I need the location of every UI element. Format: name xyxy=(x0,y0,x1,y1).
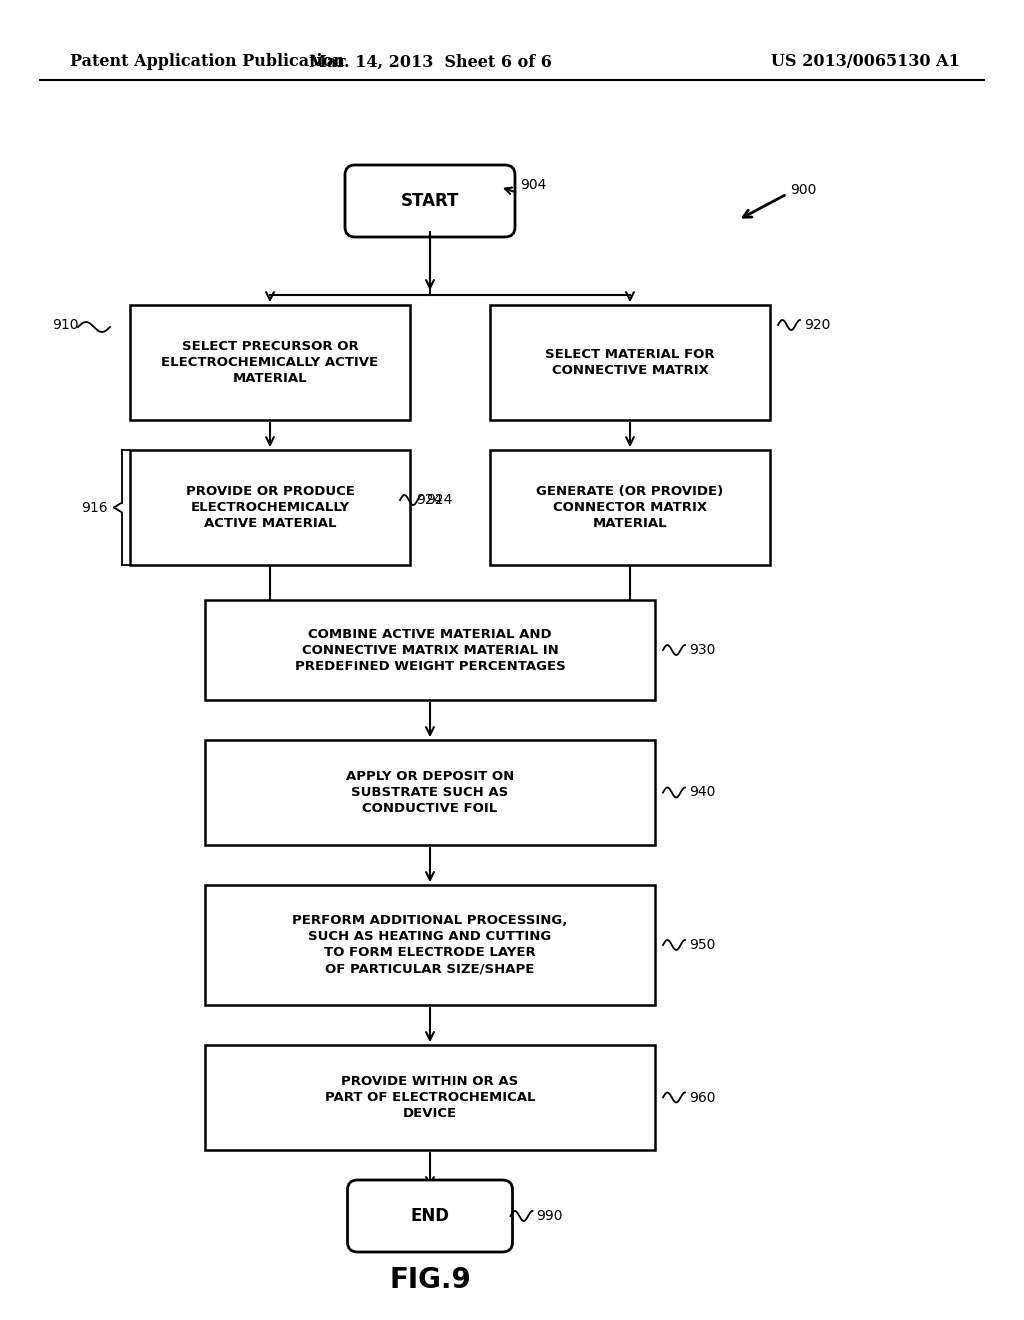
Text: 960: 960 xyxy=(689,1090,716,1105)
Text: PROVIDE WITHIN OR AS
PART OF ELECTROCHEMICAL
DEVICE: PROVIDE WITHIN OR AS PART OF ELECTROCHEM… xyxy=(325,1074,536,1119)
Text: 924: 924 xyxy=(416,492,442,507)
Text: APPLY OR DEPOSIT ON
SUBSTRATE SUCH AS
CONDUCTIVE FOIL: APPLY OR DEPOSIT ON SUBSTRATE SUCH AS CO… xyxy=(346,770,514,814)
Text: PROVIDE OR PRODUCE
ELECTROCHEMICALLY
ACTIVE MATERIAL: PROVIDE OR PRODUCE ELECTROCHEMICALLY ACT… xyxy=(185,484,354,531)
Text: 930: 930 xyxy=(689,643,716,657)
Text: 990: 990 xyxy=(537,1209,563,1224)
FancyBboxPatch shape xyxy=(205,884,655,1005)
Text: 950: 950 xyxy=(689,939,716,952)
FancyBboxPatch shape xyxy=(490,450,770,565)
FancyBboxPatch shape xyxy=(490,305,770,420)
Text: 900: 900 xyxy=(790,183,816,197)
Text: Mar. 14, 2013  Sheet 6 of 6: Mar. 14, 2013 Sheet 6 of 6 xyxy=(308,54,552,70)
FancyBboxPatch shape xyxy=(205,741,655,845)
FancyBboxPatch shape xyxy=(205,601,655,700)
Text: COMBINE ACTIVE MATERIAL AND
CONNECTIVE MATRIX MATERIAL IN
PREDEFINED WEIGHT PERC: COMBINE ACTIVE MATERIAL AND CONNECTIVE M… xyxy=(295,627,565,672)
Text: SELECT MATERIAL FOR
CONNECTIVE MATRIX: SELECT MATERIAL FOR CONNECTIVE MATRIX xyxy=(545,348,715,378)
Text: 904: 904 xyxy=(520,178,547,191)
FancyBboxPatch shape xyxy=(130,450,410,565)
Text: START: START xyxy=(400,191,459,210)
FancyBboxPatch shape xyxy=(205,1045,655,1150)
Text: PERFORM ADDITIONAL PROCESSING,
SUCH AS HEATING AND CUTTING
TO FORM ELECTRODE LAY: PERFORM ADDITIONAL PROCESSING, SUCH AS H… xyxy=(292,915,567,975)
Text: FIG.9: FIG.9 xyxy=(389,1266,471,1294)
Text: 940: 940 xyxy=(689,785,716,800)
FancyBboxPatch shape xyxy=(130,305,410,420)
Text: 920: 920 xyxy=(804,318,830,333)
Text: GENERATE (OR PROVIDE)
CONNECTOR MATRIX
MATERIAL: GENERATE (OR PROVIDE) CONNECTOR MATRIX M… xyxy=(537,484,724,531)
FancyBboxPatch shape xyxy=(345,165,515,238)
FancyBboxPatch shape xyxy=(347,1180,512,1251)
Text: US 2013/0065130 A1: US 2013/0065130 A1 xyxy=(771,54,961,70)
Text: SELECT PRECURSOR OR
ELECTROCHEMICALLY ACTIVE
MATERIAL: SELECT PRECURSOR OR ELECTROCHEMICALLY AC… xyxy=(162,341,379,385)
Text: 924: 924 xyxy=(426,492,453,507)
Text: END: END xyxy=(411,1206,450,1225)
Text: 910: 910 xyxy=(52,318,79,333)
Text: Patent Application Publication: Patent Application Publication xyxy=(70,54,345,70)
Text: 916: 916 xyxy=(81,500,108,515)
